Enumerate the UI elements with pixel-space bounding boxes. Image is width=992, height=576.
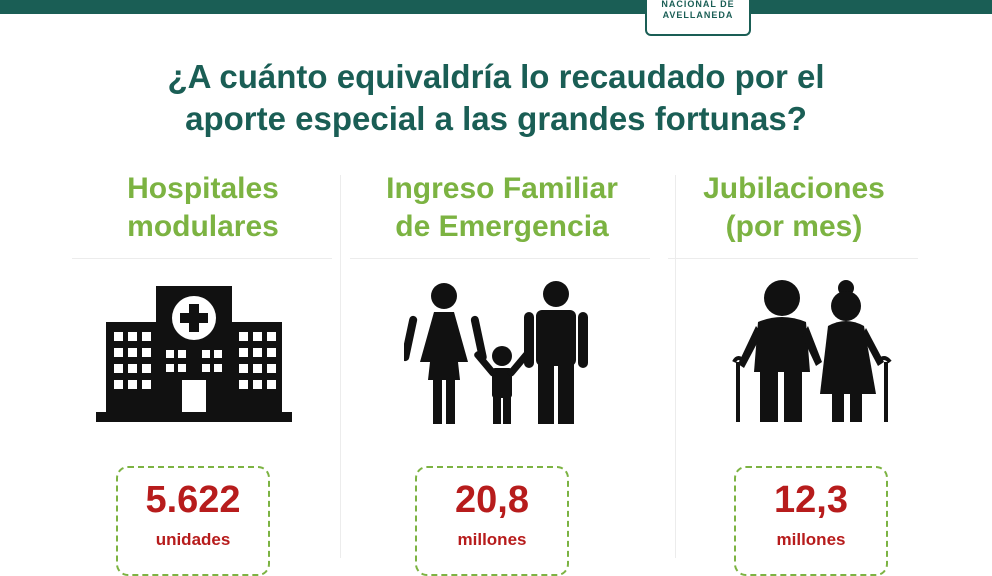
divider-2	[350, 258, 650, 259]
heading-hospitales: Hospitales modulares	[53, 170, 353, 246]
value-jubilaciones: 12,3	[774, 479, 848, 521]
value-box-ingreso-familiar: 20,8 millones	[415, 466, 569, 576]
unit-hospitales: unidades	[155, 530, 231, 549]
heading-jubilaciones: Jubilaciones (por mes)	[644, 170, 944, 246]
logo-line-2: AVELLANEDA	[662, 10, 734, 20]
heading-ife-line-1: Ingreso Familiar	[386, 172, 618, 205]
title-line-2: aporte especial a las grandes fortunas?	[185, 100, 807, 137]
family-icon	[404, 281, 588, 424]
value-ingreso-familiar: 20,8	[455, 479, 529, 521]
top-bar	[0, 0, 992, 14]
elderly-couple-icon	[732, 280, 892, 422]
value-box-hospitales: 5.622 unidades	[116, 466, 270, 576]
unit-jubilaciones: millones	[776, 530, 846, 549]
title-line-1: ¿A cuánto equivaldría lo recaudado por e…	[167, 58, 825, 95]
page-title: ¿A cuánto equivaldría lo recaudado por e…	[60, 56, 932, 140]
logo-line-1: NACIONAL DE	[661, 0, 735, 9]
column-separator-1	[340, 175, 341, 558]
heading-jubilaciones-line-1: Jubilaciones	[703, 172, 885, 205]
value-box-jubilaciones: 12,3 millones	[734, 466, 888, 576]
heading-hospitales-line-1: Hospitales	[127, 172, 279, 205]
heading-ife-line-2: de Emergencia	[395, 210, 609, 243]
heading-hospitales-line-2: modulares	[127, 210, 279, 243]
hospital-icon	[96, 286, 292, 422]
heading-jubilaciones-line-2: (por mes)	[725, 210, 863, 243]
value-hospitales: 5.622	[145, 479, 241, 521]
university-logo: NACIONAL DE AVELLANEDA	[645, 0, 751, 36]
heading-ingreso-familiar: Ingreso Familiar de Emergencia	[352, 170, 652, 246]
divider-3	[668, 258, 918, 259]
unit-ingreso-familiar: millones	[457, 530, 527, 549]
column-separator-2	[675, 175, 676, 558]
divider-1	[72, 258, 332, 259]
